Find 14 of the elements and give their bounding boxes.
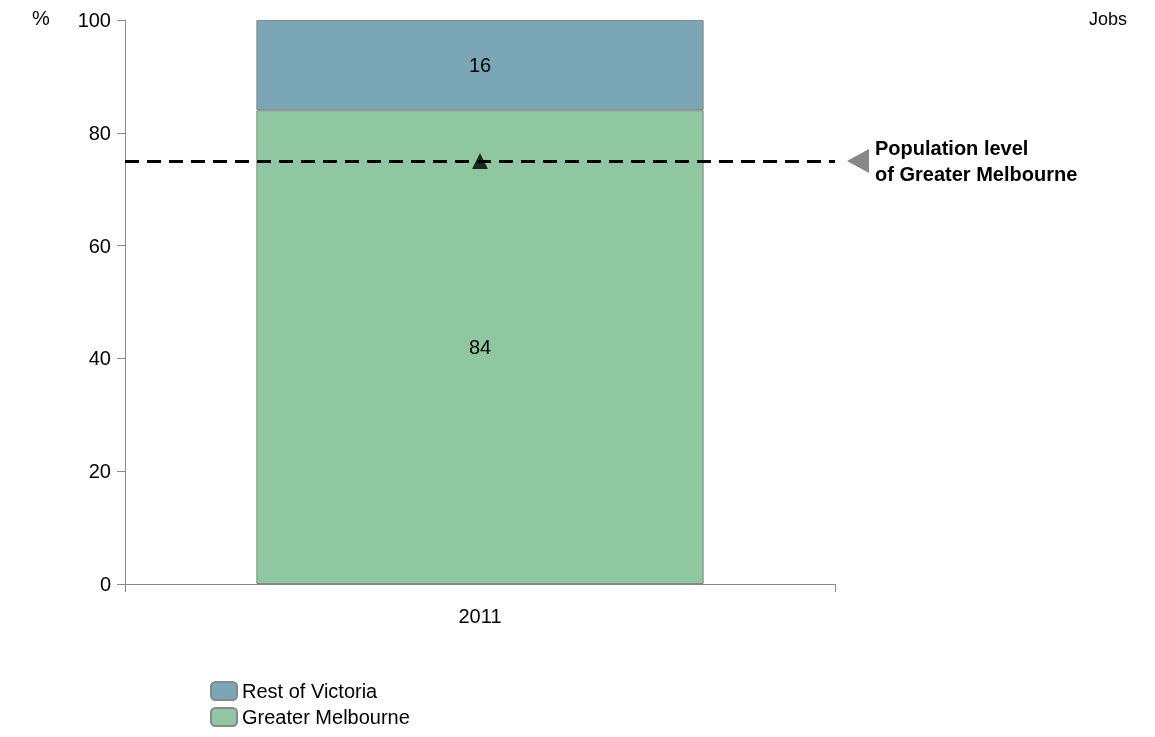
y-tick-label: 40 <box>88 347 111 370</box>
y-axis-title: % <box>32 7 50 29</box>
x-tick-label: 2011 <box>458 605 502 627</box>
ref-line-label: Population level of Greater Melbourne <box>875 137 1078 185</box>
legend-label: Rest of Victoria <box>242 680 379 702</box>
text: Jobs <box>1088 9 1128 29</box>
y-tick-label: 60 <box>88 234 111 257</box>
y-tick-label: 100 <box>77 9 111 31</box>
legend-label: Greater Melbourne <box>242 706 410 728</box>
y-tick-label: 80 <box>88 121 111 144</box>
data-label: 84 <box>468 336 492 359</box>
y-tick-label: 20 <box>88 460 111 483</box>
data-label: 16 <box>468 54 492 77</box>
y-tick-label: 0 <box>99 573 111 595</box>
